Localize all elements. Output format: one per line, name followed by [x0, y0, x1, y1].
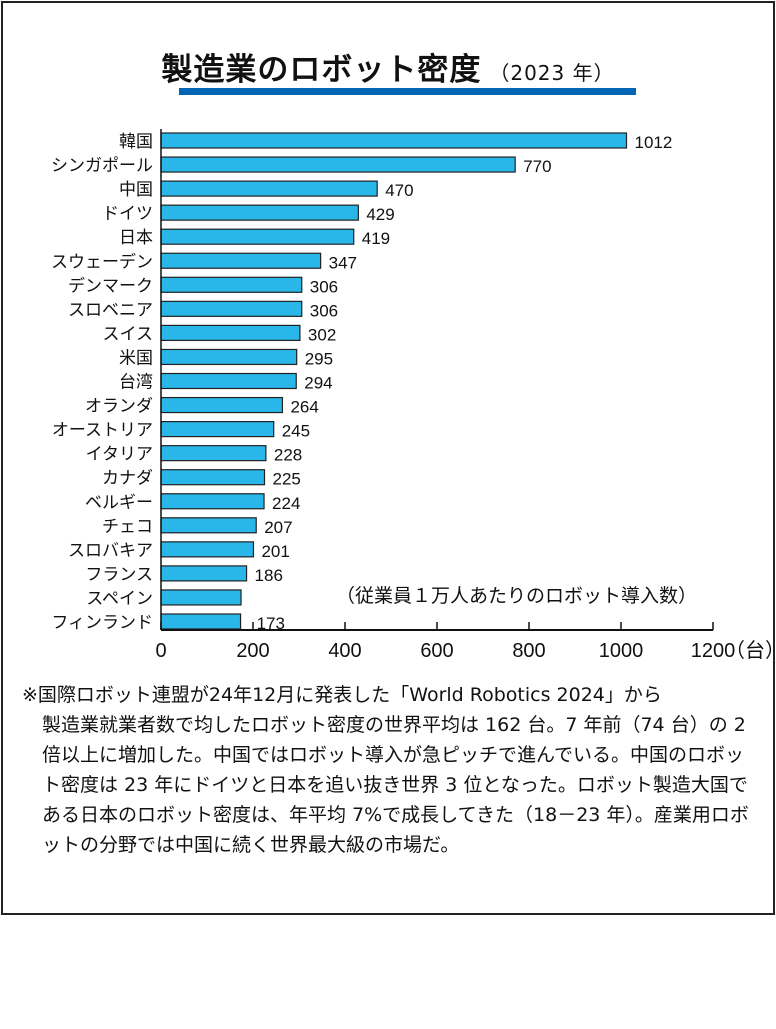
bar: [160, 276, 303, 293]
bar-chart: 韓国 1012 シンガポール 770 中国 470 ドイツ 429 日本 419 スウェーデン 347…: [51, 129, 776, 662]
bar: [160, 445, 267, 462]
category-label: デンマーク: [68, 275, 153, 296]
bar: [160, 348, 298, 366]
bar: [160, 180, 378, 197]
data-label: 201: [261, 542, 289, 561]
data-label: 347: [329, 253, 357, 272]
category-label: 台湾: [119, 373, 153, 393]
bar: [160, 132, 628, 149]
bar: [160, 517, 257, 534]
category-label: フランス: [85, 565, 153, 585]
category-label: スロベニア: [68, 300, 153, 320]
x-tick-label: 200: [236, 640, 269, 662]
category-label: 中国: [119, 180, 153, 200]
category-label: ドイツ: [102, 204, 153, 224]
footnote: ※国際ロボット連盟が24年12月に発表した「World Robotics 202…: [22, 680, 762, 860]
bar: [160, 300, 303, 317]
title-text: 製造業のロボット密度: [161, 52, 482, 88]
bar: [160, 156, 516, 173]
x-tick-label: 600: [420, 640, 453, 662]
category-label: 米国: [119, 348, 153, 368]
data-label: 224: [272, 494, 300, 513]
category-label: チェコ: [102, 517, 153, 537]
x-tick-label: 400: [328, 640, 361, 662]
data-label: 306: [310, 277, 338, 296]
x-tick-label: 0: [155, 640, 166, 662]
category-label: 日本: [119, 228, 153, 248]
category-label: シンガポール: [51, 156, 153, 176]
title-year: （2023 年）: [489, 61, 615, 85]
figure-frame: [1, 1, 775, 915]
category-label: ベルギー: [85, 493, 153, 513]
category-label: オランダ: [85, 397, 153, 417]
data-label: 225: [273, 470, 301, 489]
category-label: イタリア: [86, 445, 153, 465]
bar: [160, 469, 266, 486]
category-label: 韓国: [119, 132, 153, 152]
data-label: 295: [305, 349, 333, 368]
bar: [160, 421, 275, 438]
data-label: 306: [310, 301, 338, 320]
chart-title: 製造業のロボット密度 （2023 年）: [0, 44, 776, 89]
data-label: 207: [264, 518, 292, 537]
x-tick-label: 800: [512, 640, 545, 662]
bar: [160, 204, 359, 221]
x-tick-label: 1000: [599, 640, 644, 662]
data-label: 302: [308, 325, 336, 344]
bar: [160, 252, 322, 269]
category-label: スペイン: [86, 589, 153, 609]
footnote-body: 製造業就業者数で均したロボット密度の世界平均は 162 台。7 年前（74 台）…: [42, 714, 749, 856]
x-axis-unit: （台）: [725, 638, 776, 662]
bar: [160, 324, 301, 341]
data-label: 264: [290, 398, 318, 417]
category-label: スウェーデン: [51, 251, 153, 272]
footnote-source: ※国際ロボット連盟が24年12月に発表した「World Robotics 202…: [22, 684, 662, 706]
category-label: フィンランド: [51, 613, 153, 633]
x-tick-label: 1200: [691, 640, 736, 662]
category-label: オーストリア: [52, 421, 153, 441]
data-label: 173: [257, 614, 285, 633]
title-underline: [179, 88, 636, 95]
data-label: 470: [385, 181, 413, 200]
data-label: 1012: [635, 133, 673, 152]
category-label: カナダ: [102, 469, 153, 489]
bar: [160, 396, 284, 414]
data-label: 429: [366, 205, 394, 224]
data-label: 294: [304, 374, 332, 393]
data-label: 419: [362, 229, 390, 248]
category-label: スロバキア: [68, 541, 153, 561]
bar: [160, 613, 242, 630]
bar: [160, 372, 297, 390]
data-label: 228: [274, 446, 302, 465]
category-label: スイス: [103, 324, 154, 344]
data-label: 770: [523, 157, 551, 176]
bar: [160, 565, 248, 582]
data-label: 186: [255, 566, 283, 585]
bar: [160, 541, 255, 558]
unit-note: （従業員１万人あたりのロボット導入数）: [336, 585, 698, 607]
data-label: 245: [282, 422, 310, 441]
bar: [160, 493, 265, 510]
bar: [160, 228, 355, 245]
bar: [160, 589, 242, 606]
